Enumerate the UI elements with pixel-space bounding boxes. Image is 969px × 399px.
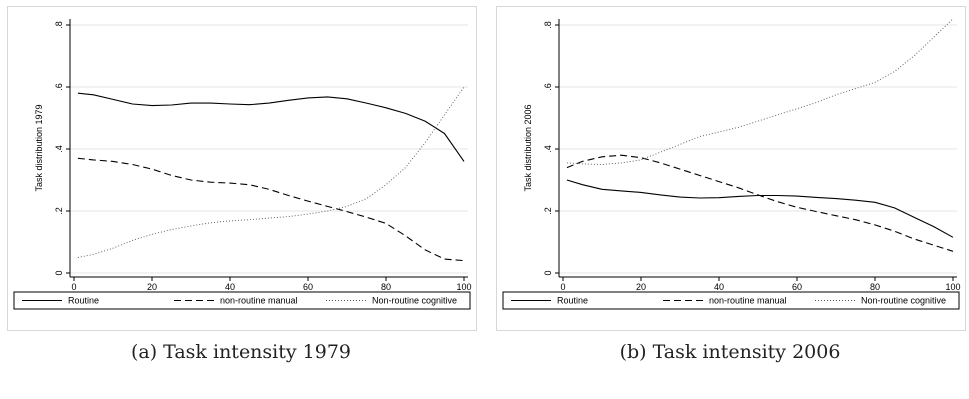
x-tick-label-1: 20 <box>147 282 157 292</box>
x-tick-label-2: 40 <box>225 282 235 292</box>
legend-label-dotted: Non-routine cognitive <box>372 296 457 306</box>
y-tick-label-0: 0 <box>54 270 64 275</box>
y-tick-label-1: .2 <box>543 207 553 215</box>
series-line-solid <box>566 179 954 238</box>
series-line-dotted <box>77 86 465 258</box>
x-tick-label-0: 0 <box>560 282 565 292</box>
y-tick-label-4: .8 <box>543 21 553 29</box>
y-tick-label-2: .4 <box>54 145 64 153</box>
y-axis-title: Task distribution 2006 <box>523 104 533 191</box>
y-tick-label-3: .6 <box>543 83 553 91</box>
legend-label-solid: Routine <box>68 296 99 306</box>
x-tick-label-4: 80 <box>381 282 391 292</box>
x-tick-label-1: 20 <box>636 282 646 292</box>
x-tick-label-3: 60 <box>792 282 802 292</box>
chart-1979: 0.2.4.6.8020406080100Skill Percentile (R… <box>13 19 472 310</box>
legend-label-dashed: non-routine manual <box>709 296 787 306</box>
chart-2006: 0.2.4.6.8020406080100Skill Percentile (R… <box>502 18 961 310</box>
x-tick-label-5: 100 <box>456 282 471 292</box>
series-line-dashed <box>566 154 954 252</box>
x-tick-label-5: 100 <box>945 282 960 292</box>
y-tick-label-2: .4 <box>543 145 553 153</box>
x-tick-label-4: 80 <box>870 282 880 292</box>
caption-2006: (b) Task intensity 2006 <box>619 341 841 363</box>
caption-1979: (a) Task intensity 1979 <box>130 341 352 363</box>
y-tick-label-0: 0 <box>543 270 553 275</box>
series-line-dashed <box>77 157 465 262</box>
y-tick-label-4: .8 <box>54 21 64 29</box>
y-tick-label-1: .2 <box>54 207 64 215</box>
series-line-dotted <box>566 18 954 165</box>
y-axis-title: Task distribution 1979 <box>34 104 44 191</box>
x-tick-label-2: 40 <box>714 282 724 292</box>
legend-label-dotted: Non-routine cognitive <box>861 296 946 306</box>
legend-label-dashed: non-routine manual <box>220 296 298 306</box>
y-tick-label-3: .6 <box>54 83 64 91</box>
chart-panel-2006: 0.2.4.6.8020406080100Skill Percentile (R… <box>496 6 966 331</box>
x-tick-label-3: 60 <box>303 282 313 292</box>
x-tick-label-0: 0 <box>71 282 76 292</box>
legend-label-solid: Routine <box>557 296 588 306</box>
legend-box <box>13 291 471 310</box>
legend-box <box>502 291 960 310</box>
chart-panel-1979: 0.2.4.6.8020406080100Skill Percentile (R… <box>7 6 477 331</box>
series-line-solid <box>77 92 465 162</box>
